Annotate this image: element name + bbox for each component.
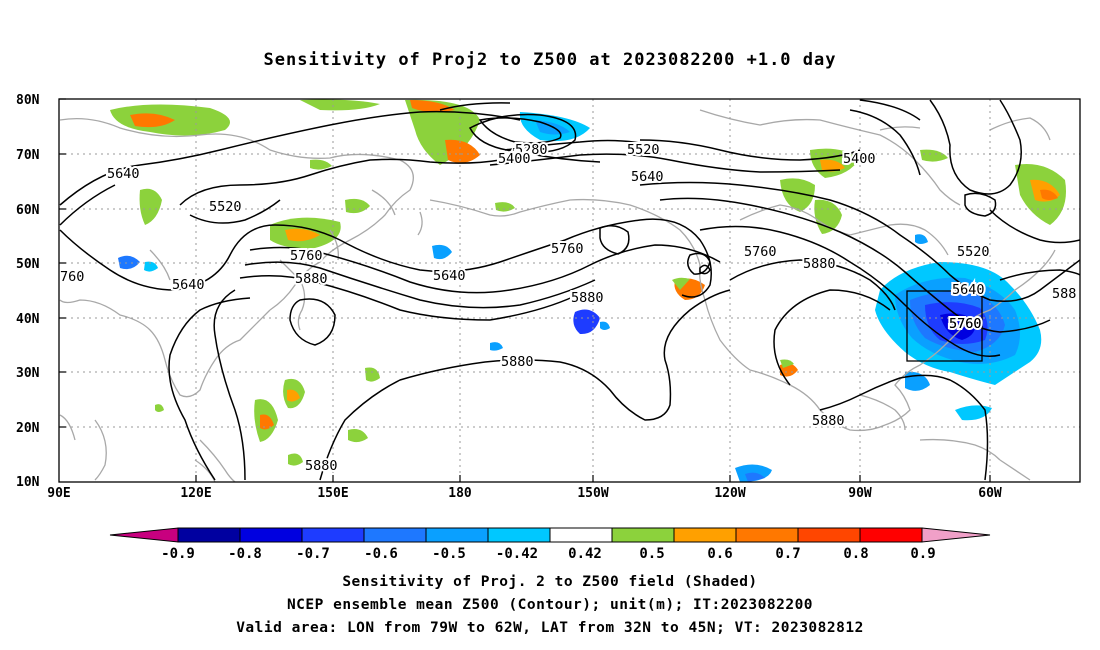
contour-label: 5520: [209, 199, 242, 215]
lat-label: 70N: [16, 148, 40, 163]
valid-area-box: [906, 290, 983, 362]
contour-label: 5880: [571, 290, 604, 306]
contour-label: 5640: [433, 268, 466, 284]
map-frame: [58, 98, 1081, 483]
contour-label: 5400: [498, 151, 531, 167]
lon-label: 90W: [848, 486, 872, 501]
lon-label: 150E: [317, 486, 348, 501]
contour-label: 5880: [305, 458, 338, 474]
colorbar-label: -0.6: [364, 546, 398, 562]
contour-label: 5760: [290, 248, 323, 264]
z500-contours: [59, 99, 1080, 481]
contour-label: 5640: [952, 282, 985, 298]
contour-label: 588: [1052, 286, 1076, 302]
contour-labels: 5640 5520 5760 5880 5640 5280 5400 5520 …: [58, 140, 1078, 476]
contour-label: 5880: [812, 413, 845, 429]
colorbar-segment: [797, 527, 861, 543]
footer-line-3: Valid area: LON from 79W to 62W, LAT fro…: [236, 620, 864, 636]
lat-label: 50N: [16, 257, 40, 272]
lon-label: 150W: [577, 486, 608, 501]
colorbar-label: -0.5: [432, 546, 466, 562]
colorbar-segment: [425, 527, 489, 543]
contour-label: 760: [60, 269, 84, 285]
contour-label: 5640: [107, 166, 140, 182]
lat-label: 20N: [16, 421, 40, 436]
colorbar-label: -0.42: [496, 546, 538, 562]
lon-label: 60W: [978, 486, 1002, 501]
contour-label: 5880: [501, 354, 534, 370]
lon-label: 180: [448, 486, 472, 501]
colorbar-label: -0.9: [161, 546, 195, 562]
colorbar: [109, 527, 991, 543]
contour-label: 5880: [295, 271, 328, 287]
colorbar-label: 0.6: [707, 546, 732, 562]
contour-label: 5520: [627, 142, 660, 158]
contour-label: 5400: [843, 151, 876, 167]
colorbar-segment: [177, 527, 241, 543]
lat-label: 10N: [16, 475, 40, 490]
lon-label: 120W: [714, 486, 745, 501]
lat-label: 80N: [16, 93, 40, 108]
contour-label: 5520: [957, 244, 990, 260]
colorbar-segment: [363, 527, 427, 543]
axis-ticks: [59, 98, 991, 482]
contour-label: 5880: [803, 256, 836, 272]
footer-line-1: Sensitivity of Proj. 2 to Z500 field (Sh…: [342, 574, 758, 590]
colorbar-label: 0.5: [639, 546, 664, 562]
colorbar-label: 0.8: [843, 546, 868, 562]
contour-label: 5760: [551, 241, 584, 257]
axis-labels: 80N 70N 60N 50N 40N 30N 20N 10N 90E 120E…: [16, 93, 1002, 501]
lat-label: 30N: [16, 366, 40, 381]
contour-label: 5760: [744, 244, 777, 260]
colorbar-segment: [673, 527, 737, 543]
colorbar-label: -0.7: [296, 546, 330, 562]
footer-line-2: NCEP ensemble mean Z500 (Contour); unit(…: [286, 597, 814, 613]
colorbar-segment: [735, 527, 799, 543]
colorbar-label: -0.8: [228, 546, 262, 562]
contour-label: 5640: [172, 277, 205, 293]
colorbar-segment: [549, 527, 613, 543]
colorbar-label: 0.7: [775, 546, 800, 562]
contour-label: 5760: [949, 316, 982, 332]
colorbar-label: 0.9: [910, 546, 935, 562]
lon-label: 90E: [47, 486, 70, 501]
coastlines: [59, 109, 1056, 482]
map-title: Sensitivity of Proj2 to Z500 at 20230822…: [263, 50, 837, 70]
colorbar-segment: [239, 527, 303, 543]
colorbar-label: 0.42: [568, 546, 602, 562]
colorbar-segment: [611, 527, 675, 543]
colorbar-segment: [301, 527, 365, 543]
colorbar-segment: [109, 527, 179, 543]
colorbar-segment: [859, 527, 923, 543]
contour-label: 5640: [631, 169, 664, 185]
contour-label: 5280: [515, 142, 548, 158]
lat-lon-grid: [59, 99, 1080, 482]
colorbar-labels: -0.9 -0.8 -0.7 -0.6 -0.5 -0.42 0.42 0.5 …: [161, 546, 936, 562]
lat-label: 60N: [16, 203, 40, 218]
colorbar-segment: [921, 527, 991, 543]
lon-label: 120E: [180, 486, 211, 501]
contour-label: 5760: [949, 316, 982, 332]
colorbar-segment: [487, 527, 551, 543]
lat-label: 40N: [16, 312, 40, 327]
